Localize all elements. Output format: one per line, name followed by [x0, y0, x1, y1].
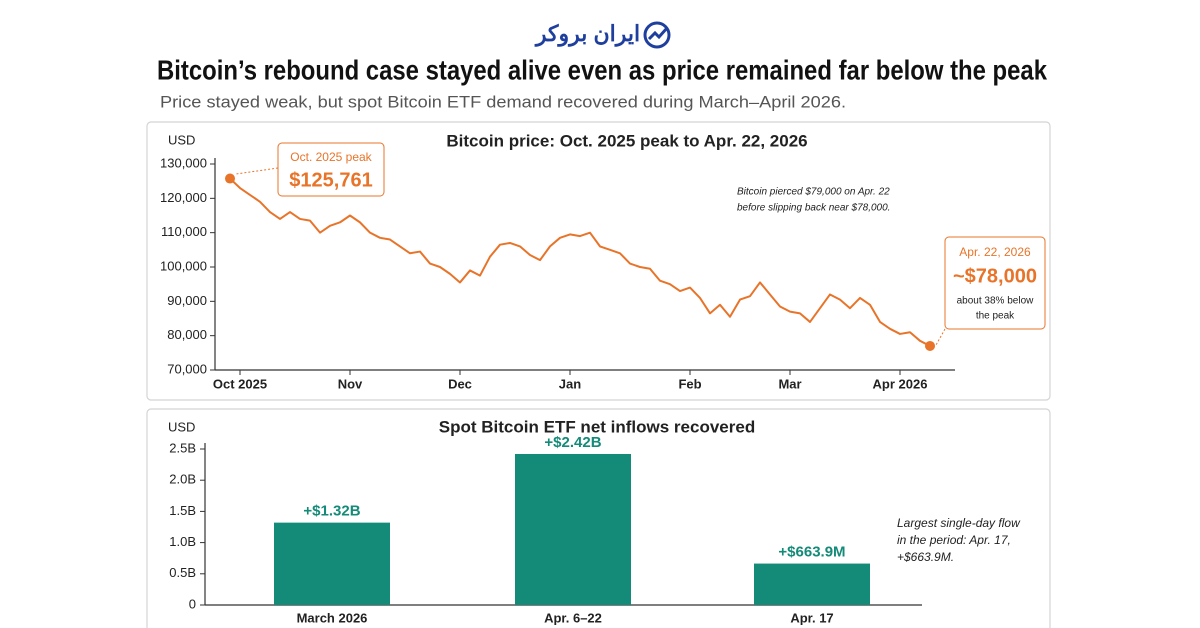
y-tick-label: 70,000	[167, 361, 207, 376]
y-axis-label: USD	[168, 419, 195, 434]
logo-icon	[643, 21, 671, 49]
y-axis-label: USD	[168, 132, 195, 147]
y-tick-label: 0	[189, 596, 196, 611]
x-tick-label: March 2026	[297, 610, 368, 625]
end-label: Apr. 22, 2026	[959, 245, 1031, 259]
end-note: about 38% below	[957, 296, 1035, 307]
end-value: ~$78,000	[953, 265, 1037, 287]
peak-label: Oct. 2025 peak	[290, 150, 372, 164]
x-tick-label: Dec	[448, 376, 472, 391]
chart-title: Spot Bitcoin ETF net inflows recovered	[439, 417, 755, 436]
logo-arrow	[647, 27, 669, 41]
y-tick-label: 80,000	[167, 327, 207, 342]
note: in the period: Apr. 17,	[897, 533, 1011, 547]
x-tick-label: Jan	[559, 376, 581, 391]
x-tick-label: Apr. 6–22	[544, 610, 602, 625]
peak-dot	[225, 173, 235, 184]
value-label: +$663.9M	[778, 544, 845, 561]
end-note: the peak	[976, 311, 1015, 322]
y-tick-label: 100,000	[160, 258, 207, 273]
end-dot	[925, 340, 935, 351]
x-tick-label: Mar	[778, 376, 801, 391]
y-tick-label: 0.5B	[169, 565, 196, 580]
bar	[515, 453, 631, 605]
bar	[274, 522, 390, 605]
y-tick-label: 2.0B	[169, 472, 196, 487]
value-label: +$1.32B	[303, 503, 360, 520]
peak-value: $125,761	[289, 169, 372, 191]
page-subtitle: Price stayed weak, but spot Bitcoin ETF …	[160, 92, 846, 111]
x-tick-label: Apr 2026	[873, 376, 928, 391]
end-box	[944, 236, 1046, 330]
note: +$663.9M.	[897, 550, 954, 564]
x-tick-label: Apr. 17	[790, 610, 833, 625]
y-tick-label: 110,000	[161, 224, 207, 239]
bar-chart: Spot Bitcoin ETF net inflows recovered US…	[168, 417, 1021, 625]
end-leader	[935, 328, 946, 346]
bar	[754, 563, 870, 605]
y-tick-label: 90,000	[167, 293, 207, 308]
value-label: +$2.42B	[544, 434, 601, 451]
x-tick-label: Feb	[678, 376, 701, 391]
y-tick-label: 1.5B	[169, 503, 196, 518]
y-tick-label: 1.0B	[169, 534, 196, 549]
chart-title: Bitcoin price: Oct. 2025 peak to Apr. 22…	[446, 131, 807, 150]
line-chart: Bitcoin price: Oct. 2025 peak to Apr. 22…	[160, 131, 1046, 391]
y-tick-label: 120,000	[160, 190, 207, 205]
note: before slipping back near $78,000.	[737, 203, 890, 214]
logo: ایران بروکر	[534, 21, 671, 49]
note: Bitcoin pierced $79,000 on Apr. 22	[737, 187, 890, 198]
note: Largest single-day flow	[897, 516, 1021, 530]
x-tick-label: Nov	[338, 376, 363, 391]
x-tick-label: Oct 2025	[213, 376, 267, 391]
price-line	[229, 177, 931, 347]
y-tick-label: 130,000	[160, 155, 207, 170]
peak-box	[277, 142, 385, 197]
page-title: Bitcoin’s rebound case stayed alive even…	[157, 54, 1047, 85]
y-tick-label: 2.5B	[169, 440, 196, 455]
peak-leader	[235, 167, 279, 175]
logo-text: ایران بروکر	[534, 21, 640, 47]
